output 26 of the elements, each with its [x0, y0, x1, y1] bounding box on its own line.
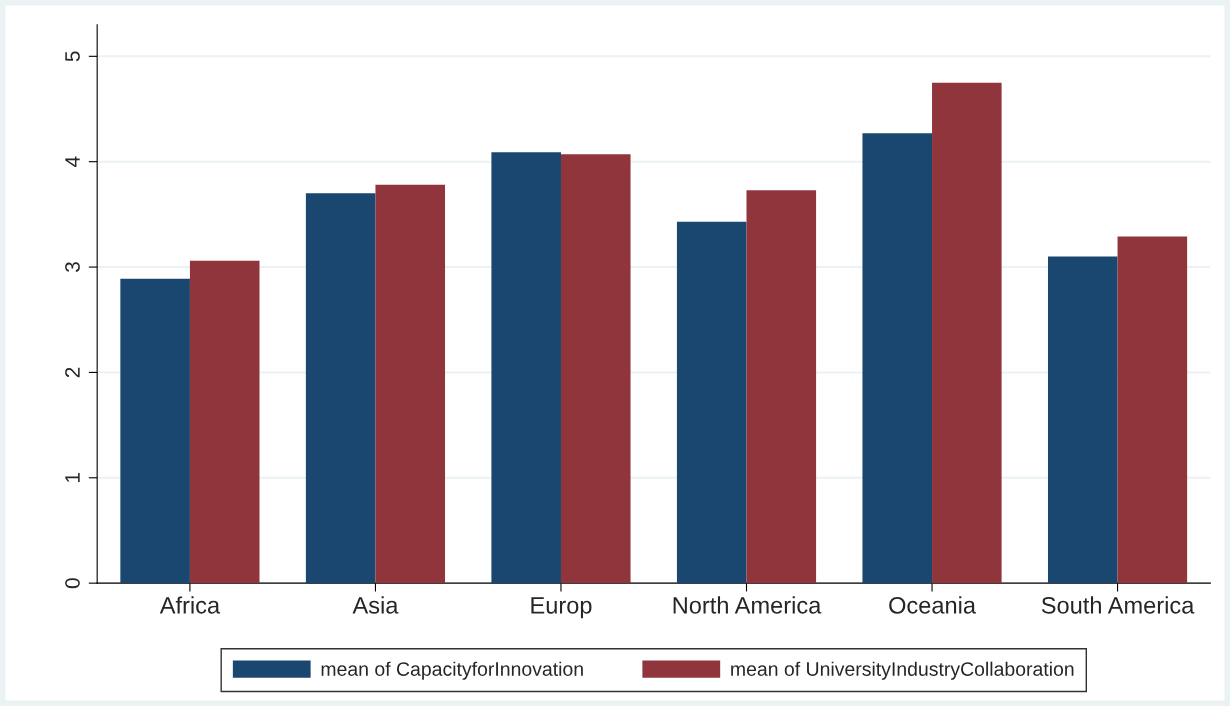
x-tick-label: Africa [159, 596, 221, 614]
bar [862, 133, 933, 584]
bar [491, 152, 561, 584]
legend-label: mean of UniversityIndustryCollaboration [731, 661, 1074, 680]
bar [1117, 236, 1188, 584]
bar [305, 193, 376, 584]
y-tick-label: 4 [65, 156, 80, 167]
bar [120, 278, 190, 584]
x-tick-label: Oceania [889, 596, 976, 614]
y-tick-label: 3 [65, 262, 80, 273]
bar [746, 190, 817, 584]
legend-label: mean of CapacityforInnovation [321, 661, 583, 680]
bar [1047, 256, 1118, 584]
x-tick-label: North America [673, 596, 822, 614]
bar [375, 184, 446, 584]
x-tick-label: Europ [531, 597, 592, 619]
y-tick-label: 5 [65, 51, 80, 62]
bar [676, 221, 747, 584]
x-tick-label: South America [1041, 596, 1195, 614]
y-tick-label: 1 [65, 473, 80, 482]
bar [932, 82, 1002, 584]
bar [560, 154, 631, 584]
x-tick-label: Asia [352, 596, 399, 614]
y-tick-label: 2 [65, 367, 80, 378]
y-tick-label: 0 [65, 578, 80, 589]
bar [189, 260, 260, 584]
